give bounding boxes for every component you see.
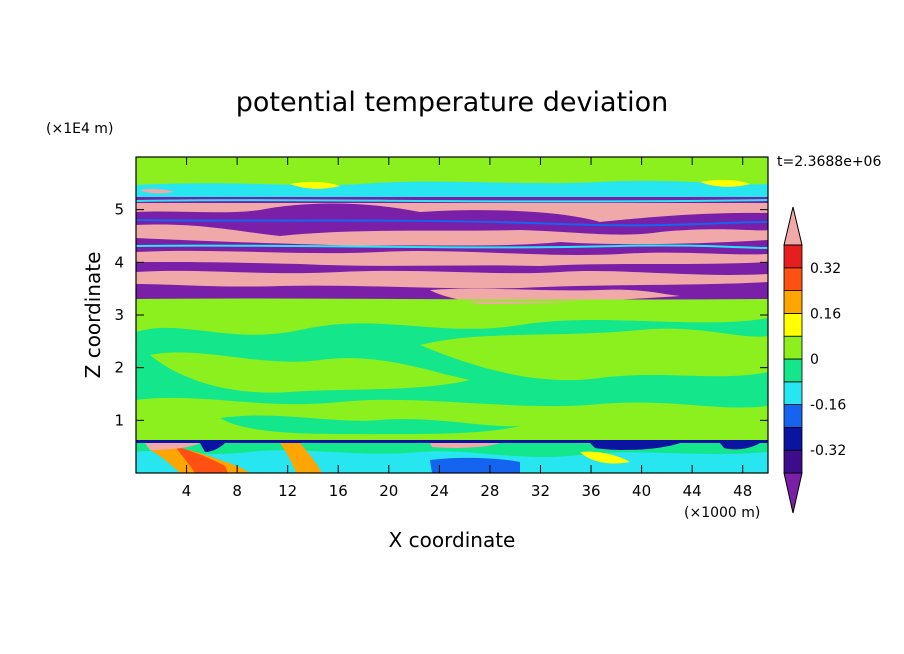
colorbar-extend-high	[783, 206, 803, 246]
colorbar-label: 0	[810, 352, 819, 368]
colorbar-segment	[783, 449, 803, 474]
bottom-dark-2	[590, 443, 680, 451]
interface-line-2	[136, 219, 768, 227]
y-axis-label: Z coordinate	[81, 252, 105, 379]
colorbar-segment	[783, 244, 803, 269]
bottom-pink-2	[430, 443, 500, 448]
top-yellow-2	[700, 179, 750, 187]
y-tick-label: 2	[114, 359, 124, 377]
colorbar: 0.32 0.16 0 -0.16 -0.32	[783, 206, 846, 514]
colorbar-label: 0.32	[810, 261, 841, 277]
interface-line-4	[136, 298, 768, 302]
y-tick-label: 4	[114, 253, 124, 271]
colorbar-label: 0.16	[810, 306, 841, 322]
y-tick-label: 1	[114, 411, 124, 429]
colorbar-segment	[783, 358, 803, 383]
x-tick-label: 28	[480, 482, 499, 500]
lower-patch-3	[420, 328, 768, 381]
bottom-warm-4	[580, 451, 630, 464]
colorbar-segment	[783, 381, 803, 405]
inversion-line	[136, 440, 768, 443]
x-axis-label: X coordinate	[389, 528, 516, 552]
upper-pink-2	[136, 224, 768, 246]
time-label: t=2.3688e+06	[777, 154, 881, 170]
bottom-warm-3	[280, 443, 322, 473]
bottom-dark-1	[200, 443, 225, 452]
top-yellow-1	[290, 181, 340, 189]
colorbar-label: -0.32	[810, 443, 846, 459]
x-tick-label: 32	[531, 482, 550, 500]
colorbar-segment	[783, 290, 803, 314]
x-tick-label: 8	[232, 482, 242, 500]
x-tick-label: 44	[683, 482, 702, 500]
x-unit-label: (×1000 m)	[684, 505, 760, 521]
upper-pink-4	[136, 270, 768, 289]
y-tick-label: 3	[114, 306, 124, 324]
upper-pink-3	[136, 250, 768, 266]
colorbar-extend-low	[783, 472, 803, 514]
bottom-warm-2	[175, 446, 228, 473]
x-tick-label: 24	[430, 482, 449, 500]
x-tick-label: 12	[278, 482, 297, 500]
x-tick-label: 36	[581, 482, 600, 500]
bottom-pink-1	[145, 443, 200, 450]
x-tick-label: 20	[379, 482, 398, 500]
colorbar-segment	[783, 267, 803, 291]
y-unit-label: (×1E4 m)	[46, 121, 113, 137]
interface-line-3	[136, 244, 768, 249]
colorbar-label: -0.16	[810, 398, 846, 414]
interface-line-1	[136, 199, 768, 203]
y-tick-label: 5	[114, 201, 124, 219]
contour-field	[136, 157, 768, 473]
x-tick-label: 48	[733, 482, 752, 500]
upper-pink-1	[136, 203, 768, 222]
lower-patch-1	[136, 300, 768, 335]
chart-title: potential temperature deviation	[236, 87, 668, 118]
colorbar-segment	[783, 335, 803, 360]
bottom-blue-1	[430, 457, 520, 473]
x-tick-label: 16	[329, 482, 348, 500]
lower-patch-2	[150, 352, 470, 393]
colorbar-segment	[783, 404, 803, 428]
y-ticks: 1 2 3 4 5	[114, 201, 768, 429]
colorbar-segment	[783, 312, 803, 337]
bottom-dark-3	[720, 443, 760, 450]
colorbar-segment	[783, 426, 803, 451]
top-pink-1	[140, 188, 175, 194]
x-tick-label: 40	[632, 482, 651, 500]
lower-patch-5	[220, 415, 520, 435]
x-tick-label: 4	[182, 482, 192, 500]
x-ticks: 4 8 12 16 20 24 28 32 36 40 44 48	[182, 157, 752, 500]
